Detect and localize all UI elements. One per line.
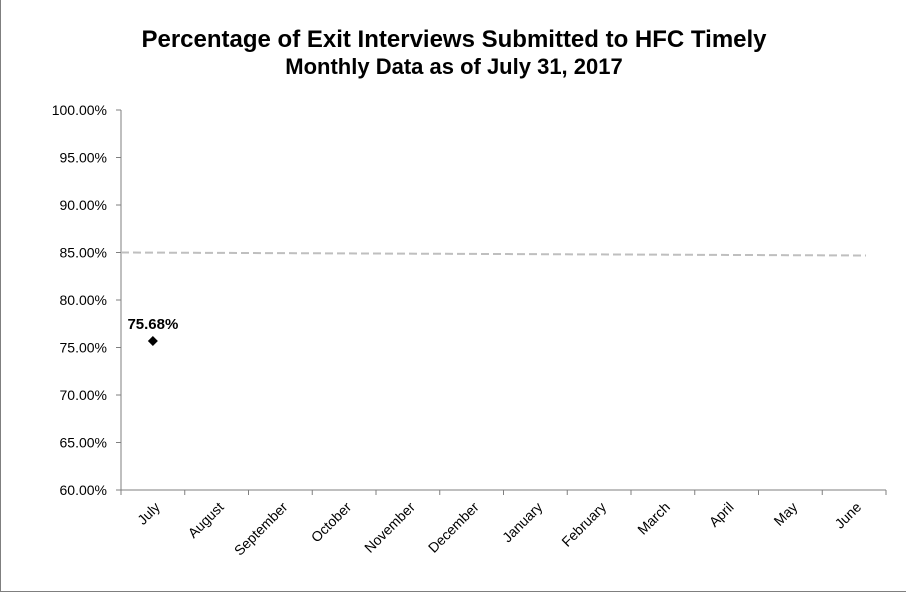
x-tick-label: December: [425, 499, 482, 556]
x-tick-label: January: [499, 499, 546, 546]
x-tick-label: February: [558, 499, 609, 550]
y-tick-label: 100.00%: [52, 102, 107, 118]
y-tick-label: 65.00%: [60, 435, 107, 451]
x-tick-label: July: [134, 499, 163, 528]
y-tick-label: 70.00%: [60, 387, 107, 403]
y-tick-label: 90.00%: [60, 197, 107, 213]
x-tick-label: April: [706, 499, 737, 530]
data-label: 75.68%: [127, 316, 178, 333]
y-tick-label: 60.00%: [60, 482, 107, 498]
x-tick-label: August: [185, 499, 227, 541]
x-tick-label: June: [831, 499, 864, 532]
y-tick-label: 85.00%: [60, 245, 107, 261]
x-tick-label: October: [308, 499, 355, 546]
y-tick-label: 75.00%: [60, 340, 107, 356]
data-point-marker: [147, 336, 158, 347]
chart-subtitle: Monthly Data as of July 31, 2017: [285, 54, 623, 79]
y-tick-label: 95.00%: [60, 150, 107, 166]
x-tick-label: November: [361, 499, 418, 556]
x-tick-label: March: [634, 499, 673, 538]
y-tick-label: 80.00%: [60, 292, 107, 308]
x-tick-label: May: [770, 499, 800, 529]
x-tick-label: September: [231, 499, 291, 559]
target-line: [120, 251, 867, 257]
chart-title: Percentage of Exit Interviews Submitted …: [141, 26, 767, 53]
